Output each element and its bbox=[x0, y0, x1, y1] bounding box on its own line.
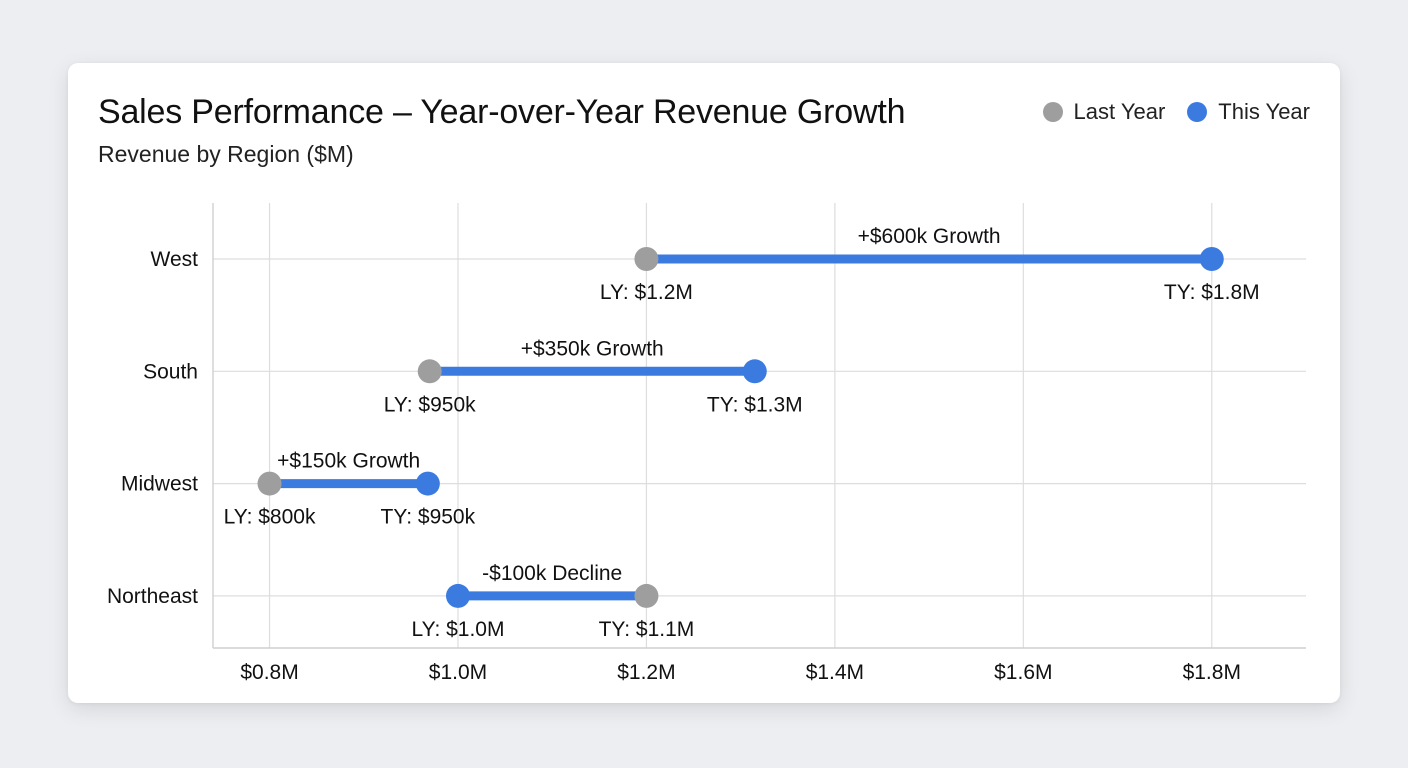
chart-subtitle: Revenue by Region ($M) bbox=[98, 141, 354, 167]
label-this-year: TY: $950k bbox=[381, 506, 476, 529]
x-tick-label: $0.8M bbox=[240, 661, 298, 684]
x-tick-label: $1.4M bbox=[806, 661, 864, 684]
legend-swatch-this-year bbox=[1187, 102, 1208, 122]
plot-area: $0.8M $1.0M $1.2M $1.4M $1.6M $1.8M West South M… bbox=[107, 203, 1306, 684]
label-last-year: LY: $1.0M bbox=[411, 618, 504, 641]
legend-item-last-year: Last Year bbox=[1042, 99, 1166, 125]
chart-card: Sales Performance – Year-over-Year Reven… bbox=[68, 63, 1340, 703]
label-this-year: TY: $1.1M bbox=[599, 618, 695, 641]
delta-label: +$150k Growth bbox=[277, 450, 420, 473]
label-this-year: TY: $1.3M bbox=[707, 393, 803, 416]
y-tick-label: West bbox=[151, 248, 199, 271]
delta-label: -$100k Decline bbox=[482, 562, 622, 585]
label-last-year: LY: $800k bbox=[224, 506, 316, 529]
point-last-year bbox=[417, 359, 442, 384]
legend-item-this-year: This Year bbox=[1187, 99, 1310, 125]
point-last-year bbox=[634, 247, 659, 271]
label-last-year: LY: $1.2M bbox=[600, 281, 693, 304]
x-tick-label: $1.6M bbox=[994, 661, 1052, 684]
legend: Last Year This Year bbox=[1021, 99, 1310, 125]
legend-label-this-year: This Year bbox=[1218, 99, 1310, 124]
y-tick-label: Northeast bbox=[107, 585, 198, 608]
legend-swatch-last-year bbox=[1042, 102, 1063, 122]
point-last-year bbox=[634, 583, 659, 608]
y-tick-label: Midwest bbox=[121, 473, 198, 496]
x-tick-label: $1.8M bbox=[1183, 661, 1241, 684]
point-this-year bbox=[415, 471, 440, 496]
label-this-year: TY: $1.8M bbox=[1164, 281, 1260, 304]
point-this-year bbox=[742, 359, 767, 384]
point-this-year bbox=[445, 583, 470, 608]
point-last-year bbox=[257, 471, 282, 496]
point-this-year bbox=[1199, 247, 1224, 271]
delta-label: +$600k Growth bbox=[858, 225, 1001, 248]
delta-label: +$350k Growth bbox=[521, 337, 664, 360]
label-last-year: LY: $950k bbox=[384, 393, 476, 416]
x-tick-label: $1.2M bbox=[617, 661, 675, 684]
legend-label-last-year: Last Year bbox=[1073, 99, 1166, 124]
x-tick-label: $1.0M bbox=[429, 661, 487, 684]
y-tick-label: South bbox=[143, 360, 198, 383]
chart-title: Sales Performance – Year-over-Year Reven… bbox=[98, 93, 906, 131]
